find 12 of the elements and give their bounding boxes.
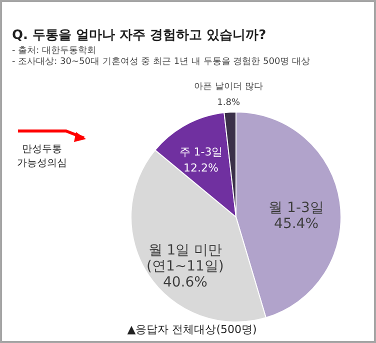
text: ▲응답자 전체대상(500명): [127, 323, 257, 336]
slice-label: 월 1일 미만 (연1~11일): [146, 242, 224, 275]
data-label: 45.4%: [274, 216, 319, 232]
slice-label: 아픈 날이더 많다: [194, 82, 263, 92]
chart-subtitle: - 출처: 대한두통학회 - 조사대상: 30~50대 기혼여성 중 최근 1년 내 두통을 경험한 500명 대상: [12, 46, 310, 67]
data-label: 1.8%: [217, 98, 240, 108]
data-label: 40.6%: [162, 274, 208, 291]
slice-label: 주 1-3일: [179, 145, 223, 158]
chart-title: Q. 두통을 얼마나 자주 경험하고 있습니까?: [12, 28, 266, 43]
slice-label: 월 1-3일: [268, 200, 324, 216]
data-label: 12.2%: [184, 161, 218, 174]
text: 만성두통 가능성의심: [17, 144, 67, 169]
